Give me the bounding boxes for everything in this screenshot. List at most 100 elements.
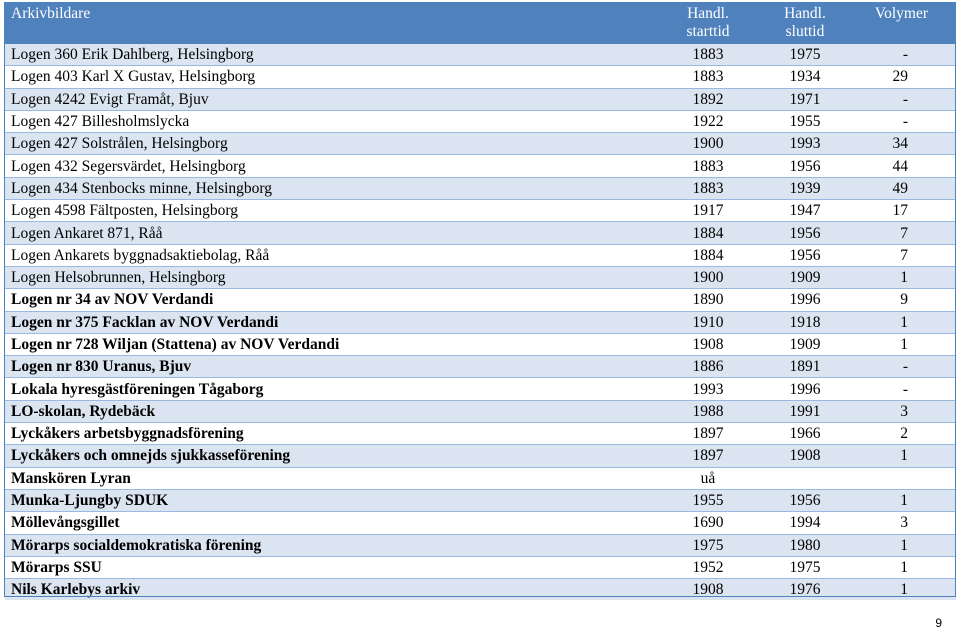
cell-volumes: 29 xyxy=(852,65,956,89)
cell-end-time: 1909 xyxy=(758,265,852,289)
page-number: 9 xyxy=(935,616,942,630)
cell-archive-creator: Logen 434 Stenbocks minne, Helsingborg xyxy=(5,176,658,200)
cell-end-time: 1975 xyxy=(758,555,852,579)
cell-volumes: 34 xyxy=(852,132,956,155)
table-row: Lyckåkers arbetsbyggnadsförening 1897 1966… xyxy=(5,422,956,445)
cell-archive-creator: Mörarps socialdemokratiska förening xyxy=(5,533,658,557)
cell-volumes: 3 xyxy=(852,399,956,423)
table-header-row: Arkivbildare Handl. starttid Handl. slut… xyxy=(5,3,956,44)
cell-volumes: 1 xyxy=(852,533,956,557)
cell-start-time: 1886 xyxy=(658,355,758,378)
cell-end-time: 1996 xyxy=(758,288,852,312)
table-row: Munka-Ljungby SDUK 1955 1956 1 xyxy=(5,488,956,512)
cell-start-time: 1892 xyxy=(658,87,758,111)
cell-end-time: 1918 xyxy=(758,310,852,334)
cell-start-time: 1975 xyxy=(658,533,758,557)
archive-table: Arkivbildare Handl. starttid Handl. slut… xyxy=(5,3,956,601)
table-row: Logen nr 830 Uranus, Bjuv 1886 1891- xyxy=(5,355,956,378)
cell-end-time xyxy=(758,466,852,490)
cell-volumes: 17 xyxy=(852,199,956,222)
table-row: Logen 427 Billesholmslycka 1922 1955- xyxy=(5,109,956,133)
cell-end-time: 1956 xyxy=(758,243,852,267)
cell-volumes: 1 xyxy=(852,578,956,601)
cell-volumes: - xyxy=(852,355,956,378)
cell-volumes: 44 xyxy=(852,154,956,178)
table-row: Logen 432 Segersvärdet, Helsingborg 1883 1… xyxy=(5,154,956,178)
cell-volumes: 7 xyxy=(852,243,956,267)
cell-archive-creator: Logen Ankaret 871, Råå xyxy=(5,221,658,245)
header-archive-creator: Arkivbildare xyxy=(5,3,658,44)
cell-archive-creator: Logen nr 375 Facklan av NOV Verdandi xyxy=(5,310,658,334)
cell-archive-creator: Logen nr 34 av NOV Verdandi xyxy=(5,288,658,312)
cell-archive-creator: Nils Karlebys arkiv xyxy=(5,578,658,601)
cell-end-time: 1991 xyxy=(758,399,852,423)
table-row: Nils Karlebys arkiv 1908 1976 1 xyxy=(5,578,956,601)
cell-archive-creator: Logen 427 Solstrålen, Helsingborg xyxy=(5,132,658,155)
cell-volumes: 9 xyxy=(852,288,956,312)
cell-start-time: 1908 xyxy=(658,332,758,356)
table-body: Logen 360 Erik Dahlberg, Helsingborg 1883… xyxy=(5,42,956,601)
cell-volumes: - xyxy=(852,42,956,66)
cell-start-time: 1897 xyxy=(658,444,758,468)
cell-volumes: 1 xyxy=(852,488,956,512)
cell-end-time: 1975 xyxy=(758,42,852,66)
cell-volumes: 1 xyxy=(852,265,956,289)
cell-start-time: 1910 xyxy=(658,310,758,334)
cell-start-time: 1922 xyxy=(658,109,758,133)
cell-volumes: - xyxy=(852,87,956,111)
table-row: Lokala hyresgästföreningen Tågaborg 1993 1… xyxy=(5,377,956,401)
cell-archive-creator: Munka-Ljungby SDUK xyxy=(5,488,658,512)
table-row: Logen Ankarets byggnadsaktiebolag, Råå 18… xyxy=(5,243,956,267)
cell-archive-creator: Mörarps SSU xyxy=(5,555,658,579)
cell-end-time: 1939 xyxy=(758,176,852,200)
cell-start-time: uå xyxy=(658,466,758,490)
cell-end-time: 1966 xyxy=(758,422,852,445)
table-row: Logen 360 Erik Dahlberg, Helsingborg 1883… xyxy=(5,42,956,66)
cell-start-time: 1884 xyxy=(658,243,758,267)
cell-archive-creator: Möllevångsgillet xyxy=(5,511,658,535)
cell-end-time: 1934 xyxy=(758,65,852,89)
table-row: LO-skolan, Rydebäck 1988 1991 3 xyxy=(5,399,956,423)
cell-end-time: 1996 xyxy=(758,377,852,401)
cell-volumes: 1 xyxy=(852,555,956,579)
table-row: Logen 4242 Evigt Framåt, Bjuv 1892 1971- xyxy=(5,87,956,111)
cell-volumes: 49 xyxy=(852,176,956,200)
cell-volumes: 3 xyxy=(852,511,956,535)
cell-archive-creator: Logen 432 Segersvärdet, Helsingborg xyxy=(5,154,658,178)
cell-archive-creator: LO-skolan, Rydebäck xyxy=(5,399,658,423)
cell-start-time: 1952 xyxy=(658,555,758,579)
table-row: Mörarps SSU 1952 1975 1 xyxy=(5,555,956,579)
cell-start-time: 1883 xyxy=(658,65,758,89)
cell-start-time: 1988 xyxy=(658,399,758,423)
table-row: Logen 403 Karl X Gustav, Helsingborg 1883… xyxy=(5,65,956,89)
cell-volumes: 2 xyxy=(852,422,956,445)
cell-archive-creator: Manskören Lyran xyxy=(5,466,658,490)
cell-archive-creator: Logen nr 830 Uranus, Bjuv xyxy=(5,355,658,378)
cell-end-time: 1956 xyxy=(758,221,852,245)
table-row: Logen nr 728 Wiljan (Stattena) av NOV Ve… xyxy=(5,332,956,356)
cell-archive-creator: Logen Ankarets byggnadsaktiebolag, Råå xyxy=(5,243,658,267)
cell-start-time: 1908 xyxy=(658,578,758,601)
cell-start-time: 1883 xyxy=(658,42,758,66)
cell-volumes: 1 xyxy=(852,444,956,468)
cell-volumes: 1 xyxy=(852,332,956,356)
table-row: Logen nr 375 Facklan av NOV Verdandi 1910… xyxy=(5,310,956,334)
cell-start-time: 1900 xyxy=(658,132,758,155)
cell-archive-creator: Lokala hyresgästföreningen Tågaborg xyxy=(5,377,658,401)
table-row: Logen 427 Solstrålen, Helsingborg 1900 199… xyxy=(5,132,956,155)
cell-end-time: 1891 xyxy=(758,355,852,378)
table-row: Logen Ankaret 871, Råå 1884 1956 7 xyxy=(5,221,956,245)
cell-archive-creator: Lyckåkers och omnejds sjukkasseförening xyxy=(5,444,658,468)
cell-start-time: 1884 xyxy=(658,221,758,245)
cell-end-time: 1971 xyxy=(758,87,852,111)
cell-archive-creator: Logen nr 728 Wiljan (Stattena) av NOV Ve… xyxy=(5,332,658,356)
cell-end-time: 1956 xyxy=(758,154,852,178)
cell-archive-creator: Lyckåkers arbetsbyggnadsförening xyxy=(5,422,658,445)
cell-start-time: 1955 xyxy=(658,488,758,512)
table-row: Logen Helsobrunnen, Helsingborg 1900 1909 1 xyxy=(5,265,956,289)
table-row: Logen 4598 Fältposten, Helsingborg 1917 19… xyxy=(5,199,956,222)
cell-end-time: 1994 xyxy=(758,511,852,535)
cell-volumes: - xyxy=(852,109,956,133)
header-end-time: Handl. sluttid xyxy=(758,3,852,44)
cell-volumes: 7 xyxy=(852,221,956,245)
